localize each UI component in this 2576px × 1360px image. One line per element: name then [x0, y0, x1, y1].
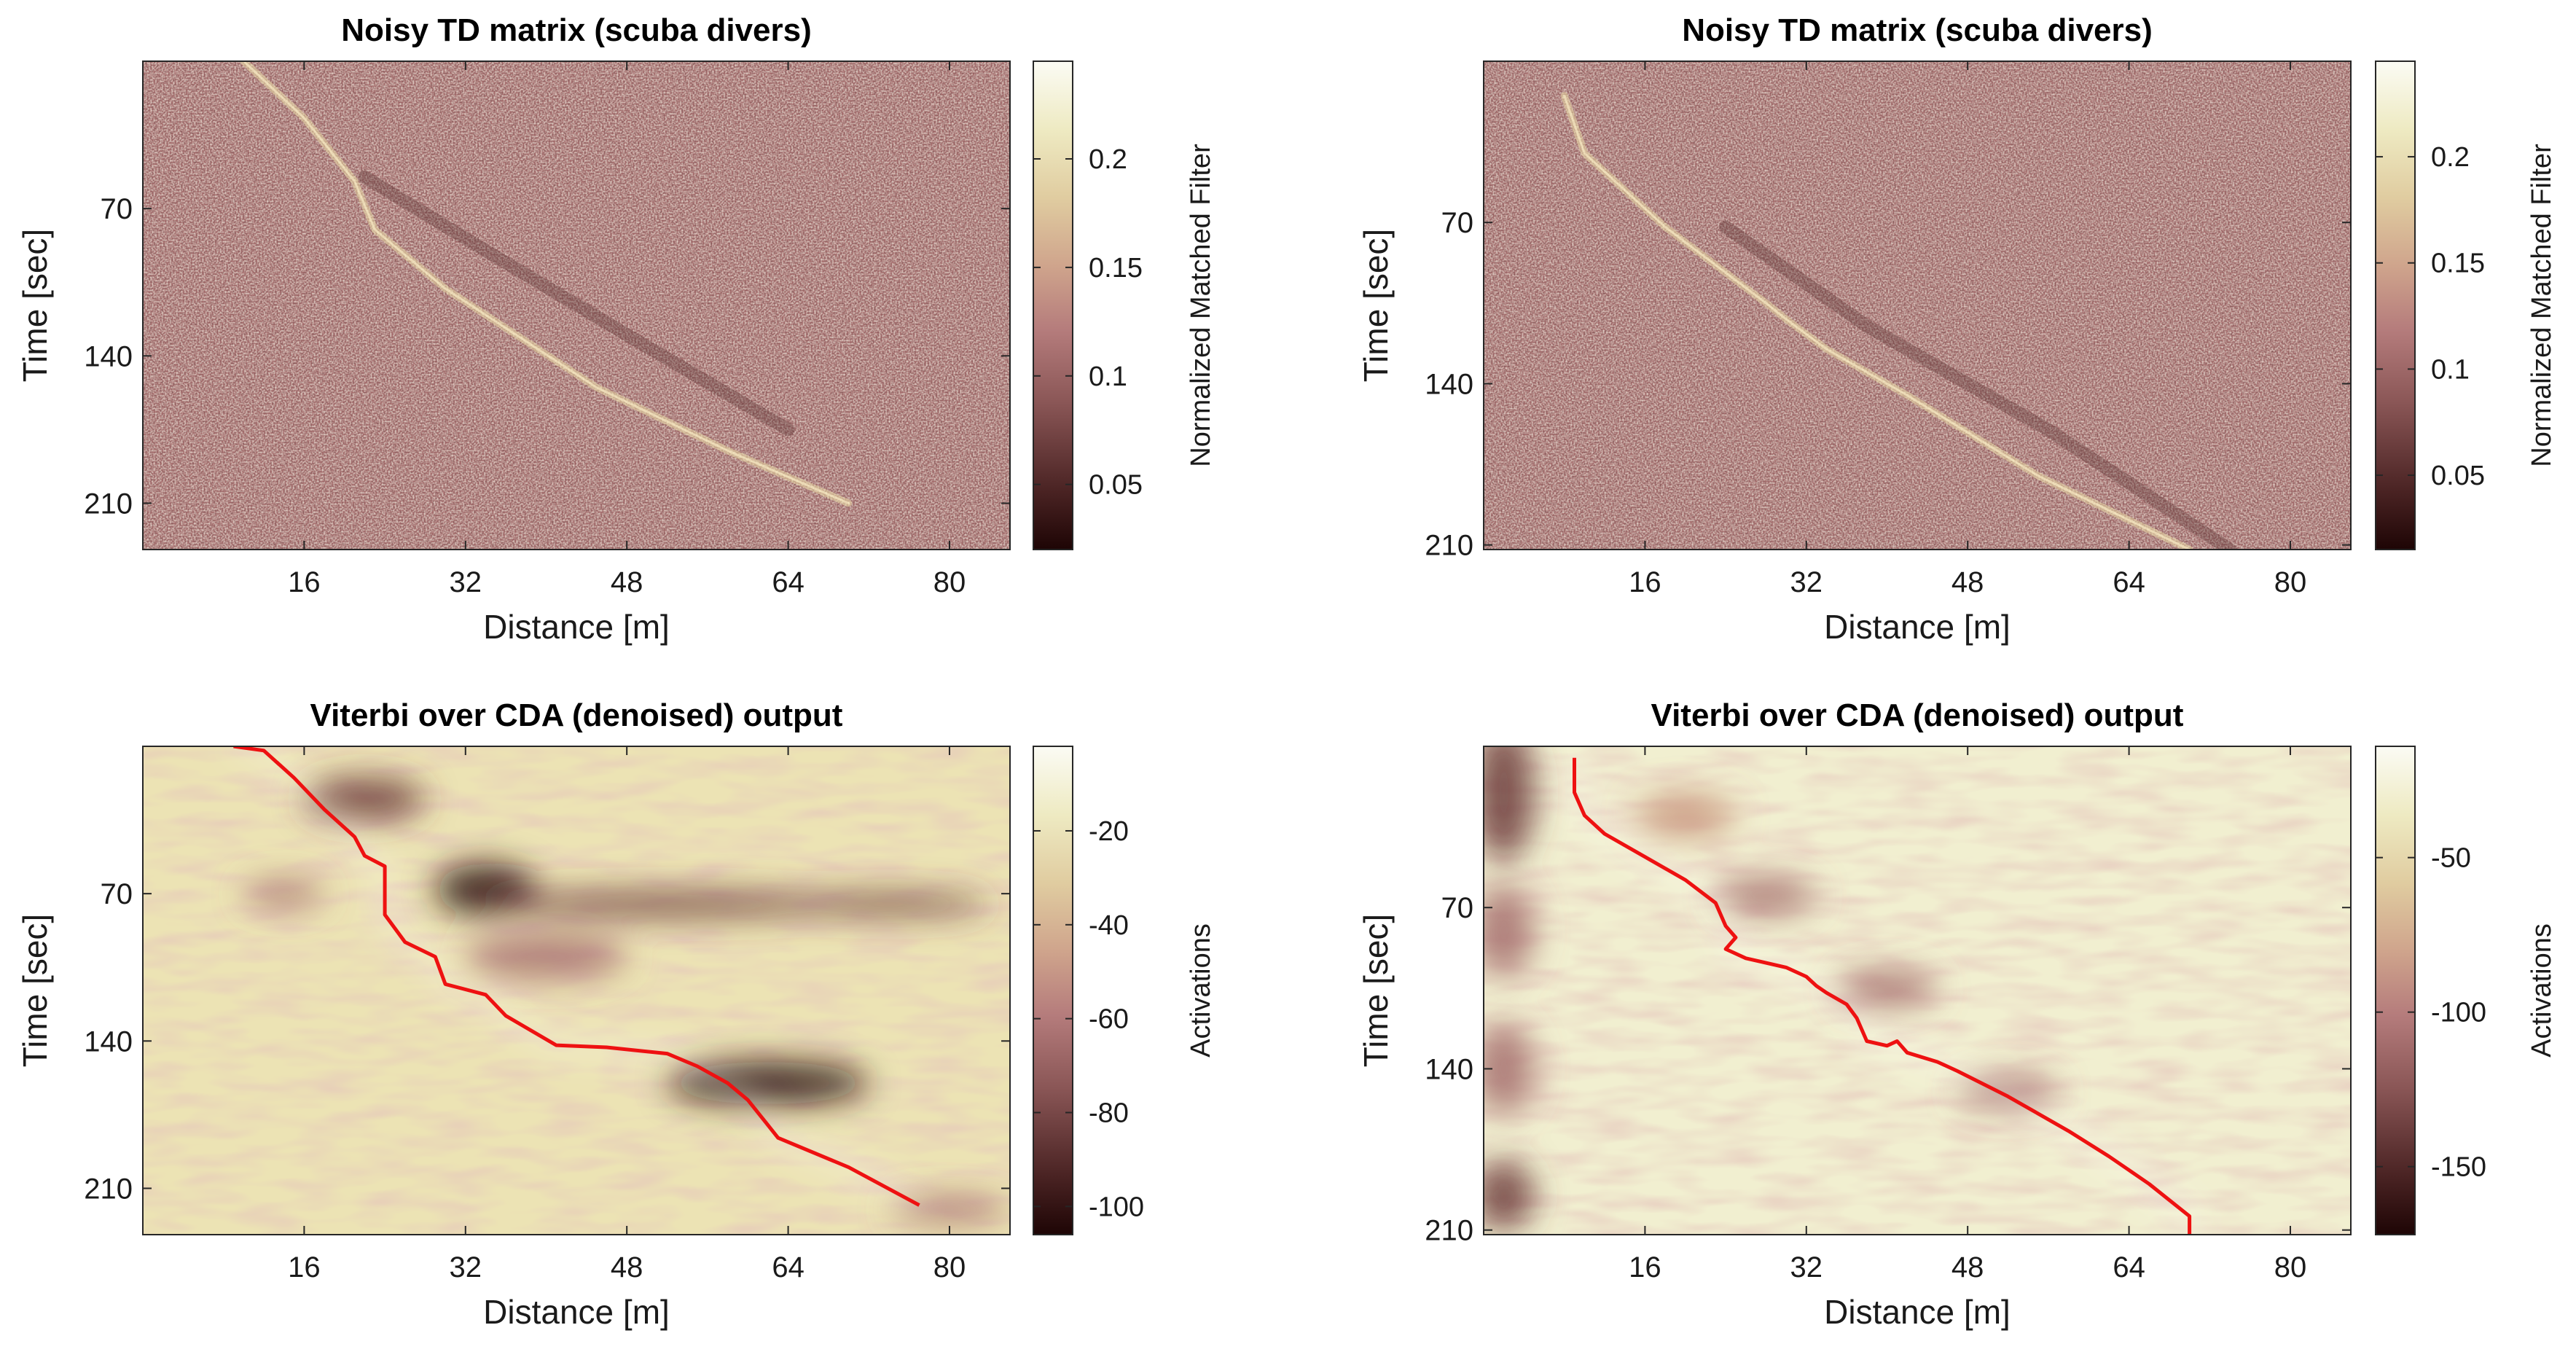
x-tick-label: 48	[611, 1251, 643, 1283]
y-tick-label: 210	[1425, 530, 1473, 562]
colorbar-tick-label: 0.05	[2431, 461, 2485, 491]
colorbar	[1033, 60, 1073, 550]
colorbar	[2375, 746, 2416, 1235]
colorbar-tick-label: -80	[1089, 1098, 1129, 1129]
axes-frame	[1483, 746, 2352, 1235]
activation-blob	[1635, 792, 1736, 839]
colorbar-tick-label: 0.15	[1089, 253, 1143, 284]
colorbar-tick-label: -100	[2431, 998, 2486, 1028]
activation-blob	[1715, 878, 1817, 915]
viterbi-path	[1573, 757, 2192, 1235]
chart-title: Noisy TD matrix (scuba divers)	[341, 12, 812, 48]
y-axis-label: Time [sec]	[16, 914, 54, 1067]
activation-blob	[788, 894, 990, 915]
colorbar-tick-label: -100	[1089, 1192, 1144, 1222]
x-tick-label: 64	[772, 1251, 804, 1283]
x-tick-label: 16	[1629, 1251, 1661, 1283]
heatmap-image	[143, 746, 1010, 1235]
chart-title: Noisy TD matrix (scuba divers)	[1682, 12, 2153, 48]
colorbar-tick-label: -60	[1089, 1004, 1129, 1035]
heatmap-image	[143, 61, 1010, 550]
x-axis-label: Distance [m]	[1824, 608, 2011, 646]
colorbar-tick-label: 0.1	[1089, 362, 1127, 392]
x-tick-label: 32	[450, 566, 482, 598]
colorbar-label: Normalized Matched Filter	[1186, 144, 1216, 467]
chart-title: Viterbi over CDA (denoised) output	[310, 697, 843, 733]
colorbar-tick-label: -50	[2431, 843, 2471, 874]
activation-blob	[1484, 746, 1535, 861]
y-axis-label: Time [sec]	[1357, 229, 1395, 382]
y-tick-label: 140	[1425, 1053, 1473, 1085]
panel-1: 16 32 48 64 80 70 140 210 Noisy TD matrix (scuba…	[16, 12, 1216, 646]
x-tick-label: 80	[933, 1251, 966, 1283]
panel-4: 16 32 48 64 80 70 140 210 Viterbi over CDA (deno…	[1357, 697, 2557, 1331]
x-tick-label: 16	[1629, 566, 1661, 598]
dark-band	[1719, 220, 2236, 550]
y-axis-label: Time [sec]	[16, 229, 54, 382]
x-tick-label: 80	[2274, 1251, 2307, 1283]
y-tick-label: 70	[101, 193, 133, 225]
x-tick-label: 16	[288, 566, 321, 598]
x-tick-label: 32	[1790, 566, 1823, 598]
colorbar-label: Activations	[1186, 923, 1216, 1058]
colorbar-tick-label: -150	[2431, 1152, 2486, 1183]
colorbar-tick-label: 0.15	[2431, 249, 2485, 279]
x-axis-label: Distance [m]	[483, 1293, 670, 1331]
colorbar-tick-label: 0.1	[2431, 354, 2470, 385]
colorbar-label: Activations	[2526, 923, 2557, 1058]
x-tick-label: 80	[933, 566, 966, 598]
diver-track-core	[1563, 94, 2191, 550]
colorbar-tick-label: -40	[1089, 910, 1129, 941]
colorbar	[2375, 60, 2416, 550]
heatmap-image	[1484, 61, 2351, 550]
x-tick-label: 48	[611, 566, 643, 598]
x-tick-label: 16	[288, 1251, 321, 1283]
x-tick-label: 48	[1951, 566, 1984, 598]
y-tick-label: 70	[1441, 892, 1474, 924]
dark-band	[358, 170, 795, 437]
y-tick-label: 70	[101, 878, 133, 910]
x-axis-label: Distance [m]	[483, 608, 670, 646]
y-tick-label: 140	[84, 1025, 133, 1058]
heatmap-image	[1484, 746, 2351, 1235]
x-tick-label: 64	[2113, 566, 2145, 598]
colorbar-tick-label: 0.05	[1089, 470, 1143, 501]
colorbar-tick-label: 0.2	[1089, 144, 1127, 175]
chart-title: Viterbi over CDA (denoised) output	[1651, 697, 2184, 733]
colorbar-label: Normalized Matched Filter	[2526, 144, 2557, 467]
y-tick-label: 210	[1425, 1215, 1473, 1247]
activation-blob	[243, 880, 325, 907]
axes-frame	[1483, 60, 2352, 550]
y-axis-label: Time [sec]	[1357, 914, 1395, 1067]
y-tick-label: 70	[1441, 207, 1474, 239]
axes-frame	[142, 746, 1011, 1235]
x-tick-label: 64	[2113, 1251, 2145, 1283]
colorbar-tick-label: -20	[1089, 816, 1129, 847]
panel-3: 16 32 48 64 80 70 140 210 Viterbi over CDA (deno…	[16, 697, 1216, 1331]
colorbar	[1033, 746, 1073, 1235]
activation-blob	[1484, 1023, 1535, 1115]
y-tick-label: 210	[84, 488, 133, 520]
activation-blob	[1484, 1160, 1535, 1230]
viterbi-path	[233, 746, 920, 1207]
x-axis-label: Distance [m]	[1824, 1293, 2011, 1331]
colorbar-tick-label: 0.2	[2431, 142, 2470, 173]
axes-frame	[142, 60, 1011, 550]
activation-blob	[485, 891, 849, 917]
activation-blob	[465, 935, 627, 978]
activation-blob	[1836, 969, 1938, 1007]
y-tick-label: 140	[84, 340, 133, 372]
x-tick-label: 48	[1951, 1251, 1984, 1283]
activation-blob	[304, 778, 426, 821]
panel-2: 16 32 48 64 80 70 140 210 Noisy TD matrix (scuba…	[1357, 12, 2557, 646]
diver-track-core	[242, 61, 850, 504]
x-tick-label: 64	[772, 566, 804, 598]
activation-blob	[1484, 884, 1535, 977]
y-tick-label: 140	[1425, 368, 1473, 400]
x-tick-label: 80	[2274, 566, 2307, 598]
x-tick-label: 32	[450, 1251, 482, 1283]
x-tick-label: 32	[1790, 1251, 1823, 1283]
y-tick-label: 210	[84, 1173, 133, 1205]
